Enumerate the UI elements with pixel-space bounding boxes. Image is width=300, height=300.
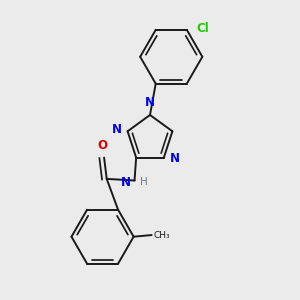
Text: H: H [140,177,148,187]
Text: N: N [170,152,180,165]
Text: N: N [145,96,155,109]
Text: Cl: Cl [196,22,209,35]
Text: N: N [121,176,130,189]
Text: CH₃: CH₃ [154,231,170,240]
Text: N: N [112,124,122,136]
Text: O: O [97,140,107,152]
